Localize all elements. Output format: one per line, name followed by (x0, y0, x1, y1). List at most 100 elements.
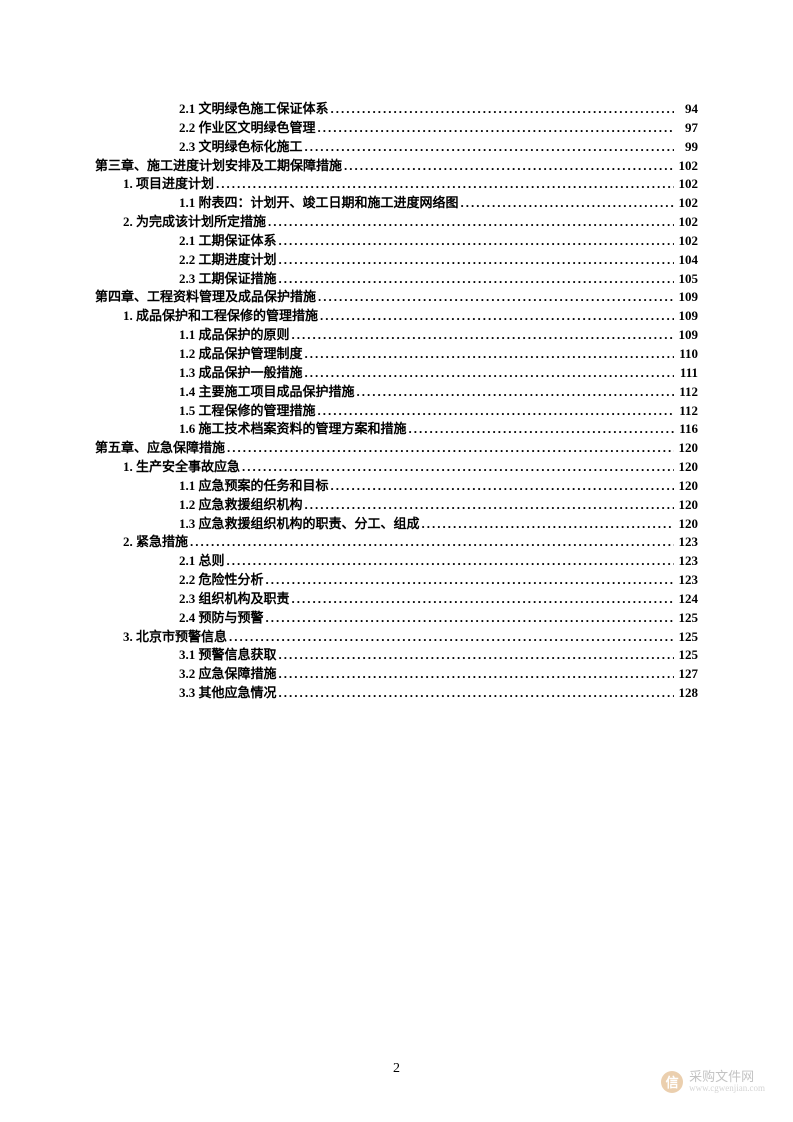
toc-entry: 第四章、工程资料管理及成品保护措施 109 (95, 288, 698, 307)
toc-label: 2.2 作业区文明绿色管理 (179, 119, 316, 138)
toc-entry: 2.1 总则 123 (95, 552, 698, 571)
toc-dots (188, 533, 674, 552)
toc-page: 102 (674, 213, 698, 232)
toc-dots (303, 364, 674, 383)
toc-entry: 1. 项目进度计划102 (95, 175, 698, 194)
toc-entry: 1.1 应急预案的任务和目标120 (95, 477, 698, 496)
toc-dots (316, 288, 674, 307)
watermark-main-text: 采购文件网 (689, 1070, 765, 1084)
toc-label: 2.3 组织机构及职责 (179, 590, 290, 609)
toc-entry: 3.2 应急保障措施 127 (95, 665, 698, 684)
toc-dots (290, 326, 674, 345)
toc-page: 120 (674, 515, 698, 534)
toc-entry: 2.1 工期保证体系 102 (95, 232, 698, 251)
toc-label: 第四章、工程资料管理及成品保护措施 (95, 288, 316, 307)
toc-dots (227, 628, 674, 647)
toc-label: 1.1 成品保护的原则 (179, 326, 290, 345)
toc-page: 120 (674, 477, 698, 496)
toc-dots (277, 646, 674, 665)
toc-label: 2.1 工期保证体系 (179, 232, 277, 251)
toc-label: 1.3 成品保护一般措施 (179, 364, 303, 383)
toc-page: 123 (674, 552, 698, 571)
toc-label: 2.3 工期保证措施 (179, 270, 277, 289)
toc-page: 111 (674, 364, 698, 383)
toc-entry: 2. 紧急措施 123 (95, 533, 698, 552)
toc-page: 110 (674, 345, 698, 364)
toc-label: 1.2 应急救援组织机构 (179, 496, 303, 515)
toc-page: 102 (674, 157, 698, 176)
toc-label: 1.6 施工技术档案资料的管理方案和措施 (179, 420, 407, 439)
toc-entry: 第三章、施工进度计划安排及工期保障措施 102 (95, 157, 698, 176)
toc-entry: 1.6 施工技术档案资料的管理方案和措施 116 (95, 420, 698, 439)
toc-entry: 2.4 预防与预警 125 (95, 609, 698, 628)
toc-label: 2. 紧急措施 (123, 533, 188, 552)
toc-entry: 2.2 工期进度计划104 (95, 251, 698, 270)
toc-entry: 1.4 主要施工项目成品保护措施 112 (95, 383, 698, 402)
toc-label: 1.2 成品保护管理制度 (179, 345, 303, 364)
toc-label: 3.3 其他应急情况 (179, 684, 277, 703)
toc-dots (459, 194, 674, 213)
toc-dots (225, 552, 674, 571)
toc-page: 109 (674, 288, 698, 307)
toc-label: 2. 为完成该计划所定措施 (123, 213, 266, 232)
watermark-sub-text: www.cgwenjian.com (689, 1084, 765, 1094)
toc-entry: 1. 成品保护和工程保修的管理措施109 (95, 307, 698, 326)
toc-label: 1.1 附表四：计划开、竣工日期和施工进度网络图 (179, 194, 459, 213)
toc-dots (303, 345, 674, 364)
toc-label: 1.4 主要施工项目成品保护措施 (179, 383, 355, 402)
toc-entry: 2.2 危险性分析 123 (95, 571, 698, 590)
toc-label: 1.3 应急救援组织机构的职责、分工、组成 (179, 515, 420, 534)
toc-label: 1.5 工程保修的管理措施 (179, 402, 316, 421)
toc-dots (266, 213, 674, 232)
toc-page: 123 (674, 571, 698, 590)
toc-label: 2.4 预防与预警 (179, 609, 264, 628)
toc-entry: 2.2 作业区文明绿色管理 97 (95, 119, 698, 138)
toc-label: 2.1 总则 (179, 552, 225, 571)
toc-page: 125 (674, 609, 698, 628)
toc-dots (264, 609, 674, 628)
toc-dots (290, 590, 674, 609)
toc-page: 116 (674, 420, 698, 439)
toc-entry: 2.3 文明绿色标化施工99 (95, 138, 698, 157)
toc-entry: 1.5 工程保修的管理措施 112 (95, 402, 698, 421)
toc-entry: 1.3 成品保护一般措施 111 (95, 364, 698, 383)
toc-label: 2.2 工期进度计划 (179, 251, 277, 270)
toc-dots (316, 119, 674, 138)
toc-page: 102 (674, 232, 698, 251)
toc-dots (420, 515, 674, 534)
toc-dots (303, 138, 674, 157)
toc-entry: 第五章、应急保障措施120 (95, 439, 698, 458)
toc-entry: 1. 生产安全事故应急120 (95, 458, 698, 477)
toc-page: 102 (674, 194, 698, 213)
toc-entry: 1.2 应急救援组织机构120 (95, 496, 698, 515)
toc-label: 第三章、施工进度计划安排及工期保障措施 (95, 157, 342, 176)
toc-entry: 2.1 文明绿色施工保证体系94 (95, 100, 698, 119)
toc-entry: 1.3 应急救援组织机构的职责、分工、组成 120 (95, 515, 698, 534)
toc-label: 2.3 文明绿色标化施工 (179, 138, 303, 157)
toc-page: 128 (674, 684, 698, 703)
toc-entry: 3.1 预警信息获取125 (95, 646, 698, 665)
toc-dots (277, 270, 674, 289)
toc-dots (355, 383, 674, 402)
toc-label: 3. 北京市预警信息 (123, 628, 227, 647)
toc-dots (277, 684, 674, 703)
toc-page: 97 (674, 119, 698, 138)
toc-dots (264, 571, 674, 590)
toc-page: 102 (674, 175, 698, 194)
toc-dots (214, 175, 674, 194)
toc-label: 3.2 应急保障措施 (179, 665, 277, 684)
toc-dots (240, 458, 674, 477)
toc-label: 2.2 危险性分析 (179, 571, 264, 590)
toc-page: 112 (674, 402, 698, 421)
toc-page: 123 (674, 533, 698, 552)
toc-dots (318, 307, 674, 326)
watermark-text-block: 采购文件网 www.cgwenjian.com (689, 1070, 765, 1094)
toc-page: 112 (674, 383, 698, 402)
toc-page: 127 (674, 665, 698, 684)
toc-entry: 2.3 工期保证措施105 (95, 270, 698, 289)
toc-label: 1. 成品保护和工程保修的管理措施 (123, 307, 318, 326)
toc-dots (407, 420, 674, 439)
toc-dots (277, 251, 674, 270)
toc-entry: 3.3 其他应急情况 128 (95, 684, 698, 703)
toc-label: 第五章、应急保障措施 (95, 439, 225, 458)
